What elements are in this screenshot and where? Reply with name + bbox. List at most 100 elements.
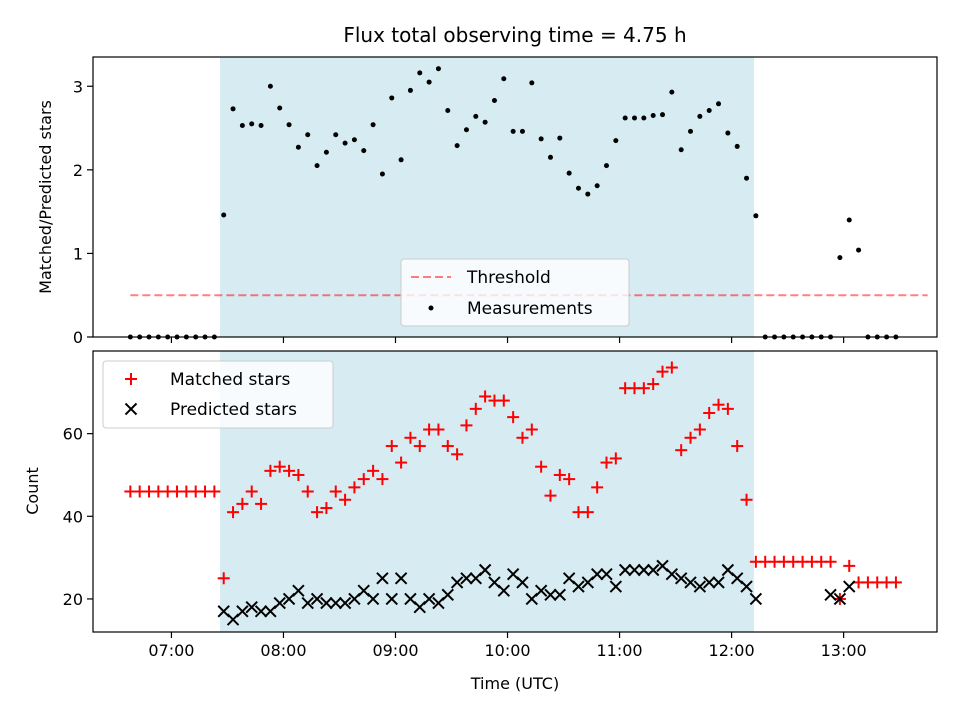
matched-star-point: [283, 464, 296, 477]
matched-star-point: [245, 485, 258, 498]
measurement-point: [594, 183, 600, 189]
matched-star-point: [665, 361, 678, 374]
predicted-star-point: [628, 563, 641, 577]
predicted-star-point: [376, 572, 389, 585]
matched-star-point: [367, 464, 380, 477]
predicted-star-point: [749, 592, 763, 606]
matched-star-point: [889, 576, 902, 589]
matched-star-point: [451, 448, 464, 461]
count-panel-legend-box: [102, 360, 334, 429]
predicted-star-point: [712, 576, 725, 589]
matched-star-point: [731, 440, 744, 453]
predicted-star-point: [702, 576, 716, 589]
matched-star-point: [581, 506, 594, 519]
measurement-point: [333, 132, 339, 138]
predicted-star-point: [460, 572, 473, 585]
count-panel-frame: [92, 350, 938, 633]
matched-star-point: [217, 572, 230, 585]
predicted-star-point: [366, 592, 380, 606]
count-panel-xtick-label: 12:00: [709, 641, 755, 660]
count-panel-xtick-label: 13:00: [821, 641, 867, 660]
matched-star-point: [329, 485, 342, 498]
matched-star-point: [208, 485, 221, 498]
measurement-point: [482, 119, 488, 125]
matched-star-point: [740, 493, 753, 506]
matched-star-point: [264, 464, 277, 477]
predicted-star-point: [450, 576, 464, 589]
count-panel-legend: Matched stars Predicted stars: [102, 360, 334, 429]
matched-star-point: [544, 489, 557, 502]
legend-predicted-marker: [124, 402, 138, 416]
count-panel-xtick-label: 10:00: [484, 641, 530, 660]
measurement-point: [538, 136, 544, 142]
measurement-point: [650, 113, 656, 119]
measurement-point: [267, 83, 273, 89]
matched-star-point: [591, 481, 604, 494]
matched-star-point: [227, 506, 240, 519]
legend-measurements-swatch: [428, 305, 434, 311]
ratio-panel-ytick-label: 0: [73, 328, 83, 347]
predicted-star-point: [665, 567, 679, 581]
measurement-point: [725, 130, 731, 136]
measurement-point: [417, 70, 423, 76]
predicted-star-point: [833, 592, 847, 606]
legend-measurements-label: Measurements: [467, 299, 593, 319]
measurement-point: [435, 66, 441, 72]
legend-predicted-swatch: [124, 402, 138, 416]
predicted-star-point: [329, 596, 342, 610]
predicted-star-point: [245, 600, 258, 614]
matched-star-point: [497, 394, 510, 407]
ratio-panel-ylabel: Matched/Predicted stars: [36, 100, 55, 294]
measurement-point: [575, 185, 581, 191]
matched-star-point: [535, 460, 548, 473]
matched-star-point: [479, 390, 492, 403]
predicted-star-point: [609, 580, 623, 593]
measurement-point: [688, 128, 694, 134]
predicted-star-point: [590, 567, 604, 581]
predicted-star-point: [740, 580, 753, 593]
count-panel-ytick-label: 20: [63, 590, 83, 609]
measurement-point: [697, 113, 703, 119]
measurement-point: [342, 140, 348, 146]
matched-star-point: [395, 456, 408, 469]
measurement-point: [239, 123, 245, 129]
ratio-panel-ytick-label: 3: [73, 77, 83, 96]
measurement-point: [846, 217, 852, 223]
measurement-point: [622, 115, 628, 121]
measurement-point: [351, 137, 357, 143]
count-panel-ytick-label: 40: [63, 507, 83, 526]
measurement-point: [603, 163, 609, 169]
matched-star-point: [712, 398, 725, 411]
measurement-point: [519, 128, 525, 134]
matched-star-point: [441, 440, 454, 453]
legend-matched-swatch: [125, 373, 137, 385]
matched-star-point: [516, 431, 529, 444]
matched-star-point: [432, 423, 445, 436]
measurement-point: [286, 122, 292, 128]
predicted-star-point: [637, 563, 651, 577]
matched-star-point: [357, 473, 370, 486]
measurement-point: [491, 97, 497, 103]
ratio-panel-legend: Threshold Measurements: [400, 258, 630, 327]
chart-title: Flux total observing time = 4.75 h: [343, 23, 686, 47]
predicted-star-point: [534, 584, 548, 597]
matched-star-point: [376, 473, 389, 486]
matched-star-point: [684, 431, 697, 444]
measurement-point: [230, 106, 236, 112]
matched-star-point: [609, 452, 622, 465]
measurement-point: [379, 171, 385, 177]
matched-star-point: [311, 506, 324, 519]
matched-star-point: [563, 473, 576, 486]
count-panel-ytick-label: 60: [63, 425, 83, 444]
measurement-point: [557, 135, 563, 141]
predicted-star-point: [441, 588, 454, 602]
measurement-point: [660, 112, 666, 118]
matched-star-point: [675, 444, 688, 457]
legend-threshold-label: Threshold: [466, 268, 551, 288]
predicted-star-point: [843, 580, 856, 593]
measurement-point: [463, 127, 469, 133]
measurement-point: [407, 87, 413, 93]
legend-predicted-label: Predicted stars: [170, 400, 297, 420]
count-panel-xtick-label: 07:00: [148, 641, 194, 660]
measurement-point: [426, 79, 432, 85]
